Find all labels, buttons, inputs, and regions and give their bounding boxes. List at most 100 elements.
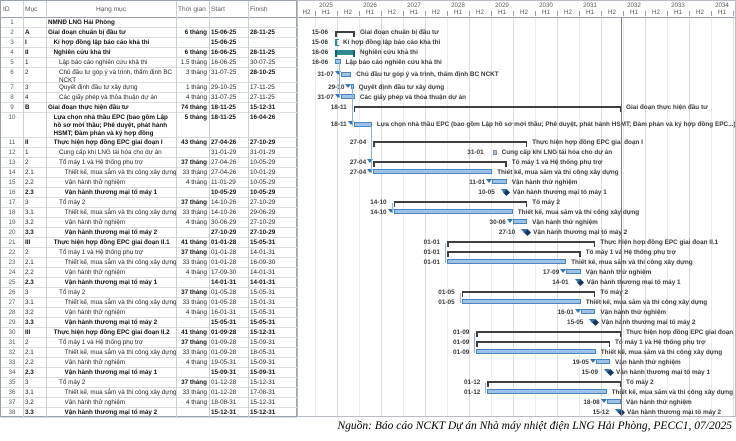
timeline-half-label: H2 [514,9,534,17]
link-arrow-icon [335,94,341,98]
cell-dur: 33 tháng [177,298,207,307]
timeline-tick [535,11,536,16]
cell-id: 38 [1,408,23,417]
cell-name: Tổ máy 2 [59,378,176,387]
cell-finish: 27-10-29 [250,218,296,227]
cell-dur: 41 tháng [177,328,207,337]
bar-date-label: 01-01 [398,249,440,256]
cell-dur: 37 tháng [177,378,207,387]
cell-muc: 2.2 [25,178,45,187]
bar-task-label: Tổ máy 1 và Hệ thống phụ trợ [615,339,736,346]
timeline-half-label: H1 [492,9,512,17]
cell-finish: 15-12-31 [250,408,296,417]
timeline-tick [315,11,316,16]
cell-muc: 3.2 [25,218,45,227]
cell-id: 17 [1,198,23,207]
dependency-connector [474,333,475,353]
cell-finish: 10-05-29 [250,188,296,197]
bar-date-label: 01-12 [438,389,480,396]
bar-task-label: Vận hành thương mại tổ máy 1 [587,279,736,286]
cell-dur: 4 tháng [177,308,207,317]
cell-muc: 1 [25,148,45,157]
cell-id: 32 [1,348,23,357]
bar-date-label: 15-09 [556,369,598,376]
cell-start: 31-01-29 [211,148,247,157]
gantt-summary-cap [594,241,596,247]
bar-task-label: Các giấy phép và thỏa thuận dự án [360,94,736,101]
gantt-pane: H22025H1H22026H1H22027H1H22028H1H22029H1… [297,0,736,417]
cell-finish: 15-05-31 [250,238,296,247]
cell-muc: III [25,238,45,247]
link-arrow-icon [501,189,507,193]
bar-date-label: 01-09 [427,329,469,336]
cell-muc: 3.3 [25,318,45,327]
gantt-bar-summary [476,341,610,343]
cell-id: 28 [1,308,23,317]
cell-name: Thiết kế, mua sắm và thi công xây dựng [65,208,177,217]
cell-name: Vận hành thương mại tổ máy 2 [65,228,177,237]
cell-name: Thiết kế, mua sắm và thi công xây dựng [65,348,177,357]
cell-id: 16 [1,188,23,197]
cell-name: Vận hành thương mại tổ máy 1 [65,188,177,197]
cell-muc: 1 [25,58,45,67]
timeline-half-label: H1 [668,9,688,17]
cell-id: 6 [1,68,23,82]
cell-dur: 74 tháng [177,103,207,112]
cell-id: 14 [1,168,23,177]
gantt-bar-task [492,179,507,184]
bar-date-label: 18-08 [558,399,600,406]
cell-id: 9 [1,103,23,112]
cell-muc: 3.1 [25,388,45,397]
cell-muc: 3.2 [25,308,45,317]
gantt-bar-summary [462,291,596,293]
bar-task-label: Thực hiện hợp đồng EPC giai đoạn I [532,139,736,146]
cell-dur: 1 tháng [177,83,207,92]
cell-finish: 30-07-25 [250,58,296,67]
cell-dur: 4 tháng [177,398,207,407]
bar-date-label: 14-10 [345,209,387,216]
cell-finish: 15-09-31 [250,368,296,377]
cell-name: Lựa chọn nhà thầu EPC (bao gồm Lập hồ sơ… [54,113,177,138]
col-divider [46,1,47,418]
bar-date-label: 18-11 [305,104,347,111]
cell-id: 8 [1,93,23,102]
cell-finish: 10-05-29 [250,158,296,167]
gantt-summary-cap [354,106,356,112]
cell-id: 37 [1,398,23,407]
timeline-tick [381,11,382,16]
bar-date-label: 27-10 [473,229,515,236]
gantt-bar-task [394,209,513,214]
cell-muc: II [25,138,45,147]
cell-muc: 2.1 [25,258,45,267]
cell-name: Thực hiện hợp đồng EPC giai đoạn I [54,138,177,147]
cell-start: 01-09-28 [211,348,247,357]
cell-dur: 37 tháng [177,338,207,347]
bar-task-label: Thiết kế, mua sắm và thi công xây dựng [571,259,736,266]
gantt-summary-cap [594,291,596,297]
cell-finish: 29-06-29 [250,208,296,217]
bar-date-label: 01-09 [427,349,469,356]
cell-name: Vận hành thử nghiệm [65,218,177,227]
bar-task-label: Vận hành thử nghiệm [512,179,736,186]
cell-id: 20 [1,228,23,237]
cell-id: 5 [1,58,23,67]
cell-finish: 15-05-31 [250,288,296,297]
bar-task-label: Vận hành thử nghiệm [586,269,736,276]
gantt-bar-summary [476,331,621,333]
cell-id: 19 [1,218,23,227]
gantt-bar-task [341,72,352,77]
schedule-table: ID Mục Hạng mục Thời gian Start Finish 1… [0,0,297,417]
cell-id: 27 [1,298,23,307]
cell-finish: 15-12-31 [250,328,296,337]
cell-start: 01-12-28 [211,388,247,397]
cell-start: 15-06-25 [211,38,247,47]
cell-id: 3 [1,38,23,47]
gantt-bar-task [596,359,610,364]
timeline-tick [425,11,426,16]
cell-dur: 41 tháng [177,238,207,247]
cell-finish: 10-01-29 [250,168,296,177]
cell-start: 18-08-31 [211,398,247,407]
bar-task-label: Thiết kế, mua sắm và thi công xây dựng [497,169,736,176]
cell-id: 30 [1,328,23,337]
link-arrow-icon [601,399,607,403]
